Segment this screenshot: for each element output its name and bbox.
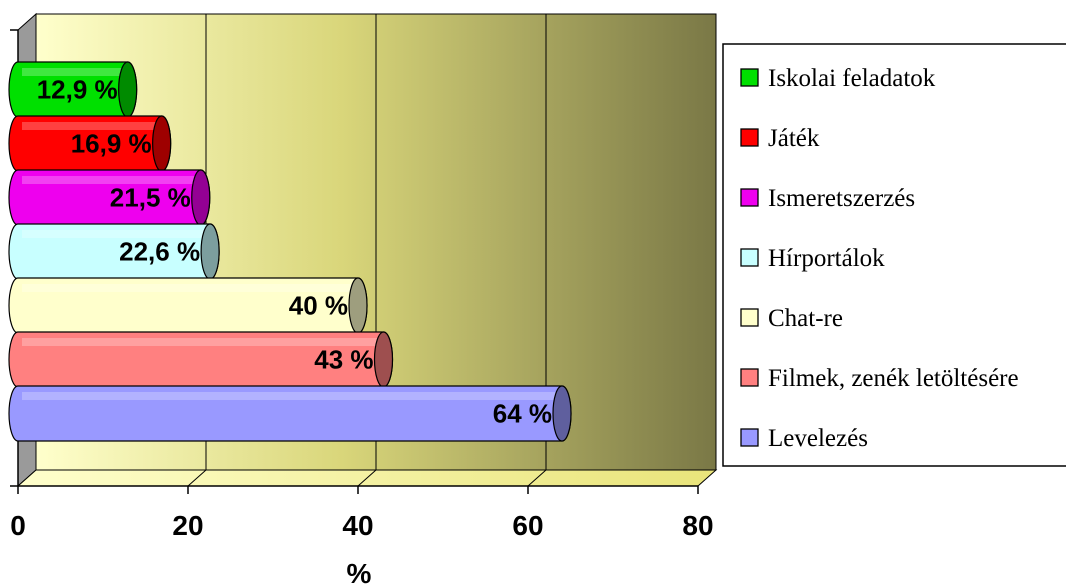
legend-label: Hírportálok [768,245,885,272]
bar-end-cap [152,115,172,172]
legend-item: Hírportálok [740,245,885,272]
bar-highlight [22,68,124,76]
legend-swatch [740,68,759,87]
bar-end-cap [348,277,368,334]
bars [8,61,572,442]
bar-end-cap [191,169,211,226]
legend-swatch [740,308,759,327]
legend-item: Ismeretszerzés [740,185,915,212]
data-label: 21,5 % [110,183,191,213]
legend-items: Iskolai feladatok Játék Ismeretszerzés Hírp… [740,65,1019,452]
legend-label: Iskolai feladatok [768,65,936,92]
bar [8,385,572,442]
floor-gridline [187,469,207,487]
bar-end-cap [118,61,138,118]
data-labels: 12,9 % 16,9 % 21,5 % 22,6 % 40 % 43 % 64 % [37,75,552,429]
x-axis-title: % [347,558,372,588]
x-tick-label: 80 [682,510,713,541]
bar-highlight [22,284,354,292]
bar-highlight [22,338,380,346]
floor-gridline [527,469,547,487]
legend-swatch [740,128,759,147]
legend-label: Filmek, zenék letöltésére [768,365,1019,392]
x-tick-label: 0 [10,510,26,541]
bar-highlight [22,176,197,184]
bar-highlight [22,230,207,238]
bar [8,277,368,334]
data-label: 43 % [314,345,373,375]
x-tick-label: 40 [342,510,373,541]
legend-frame [722,43,1066,467]
data-label: 40 % [289,291,348,321]
bar-end-cap [552,385,572,442]
x-tick-label: 20 [172,510,203,541]
legend-item: Chat-re [740,305,843,332]
bar-highlight [22,392,558,400]
legend: Iskolai feladatok Játék Ismeretszerzés Hírp… [722,43,1066,467]
legend-swatch [740,428,759,447]
legend-label: Chat-re [768,305,843,332]
data-label: 16,9 % [71,129,152,159]
bar-end-cap [200,223,220,280]
legend-item: Filmek, zenék letöltésére [740,365,1019,392]
legend-swatch [740,368,759,387]
bar-highlight [22,122,158,130]
legend-swatch [740,188,759,207]
legend-label: Levelezés [768,425,868,452]
legend-label: Ismeretszerzés [768,185,915,212]
bar-end-cap [373,331,394,388]
legend-label: Játék [768,125,820,152]
data-label: 12,9 % [37,75,118,105]
x-tick-labels: 0 20 40 60 80 [10,510,713,541]
bar [8,115,172,172]
floor-gridline [357,469,377,487]
legend-item: Iskolai feladatok [740,65,936,92]
bar [8,331,394,388]
legend-swatch [740,248,759,267]
data-label: 64 % [493,399,552,429]
data-label: 22,6 % [119,237,200,267]
legend-item: Levelezés [740,425,868,452]
x-tick-label: 60 [512,510,543,541]
legend-item: Játék [740,125,820,152]
